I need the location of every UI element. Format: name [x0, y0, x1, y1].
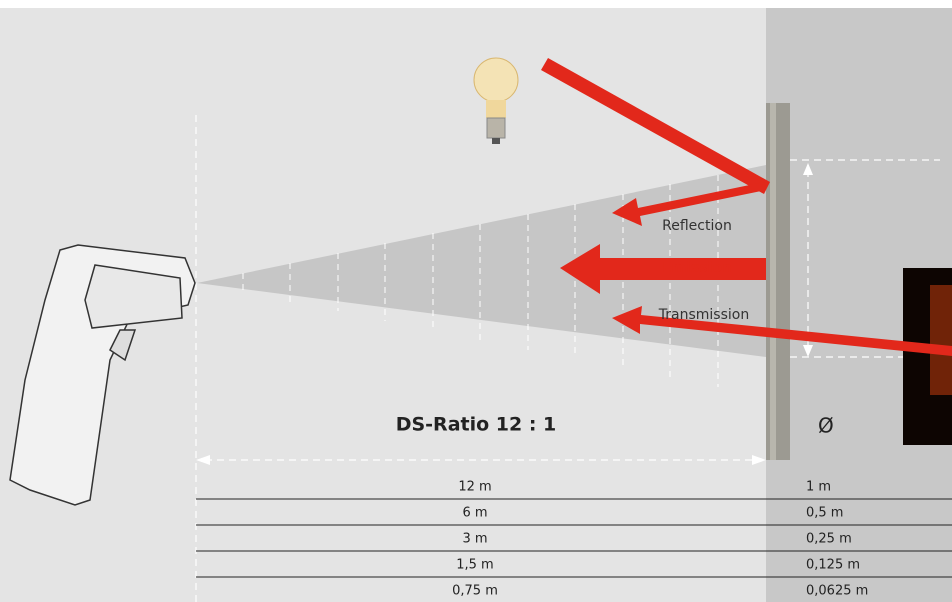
- table-cell: 1 m: [806, 480, 831, 495]
- table-cell: 1,5 m: [456, 558, 493, 573]
- hot-glow: [930, 285, 952, 395]
- wall: [766, 103, 790, 460]
- table-cell: 3 m: [462, 532, 487, 547]
- diagram: Reflection Emission Transmission DS-Rati…: [0, 0, 952, 602]
- table-cell: 0,75 m: [452, 584, 498, 599]
- reflection-label: Reflection: [662, 218, 732, 234]
- ratio-label: DS-Ratio 12 : 1: [396, 414, 557, 436]
- page: Reflection Emission Transmission DS-Rati…: [0, 0, 952, 602]
- table-cell: 0,0625 m: [806, 584, 868, 599]
- wall-highlight: [770, 103, 776, 460]
- table-cell: 6 m: [462, 506, 487, 521]
- emission-label: Emission: [662, 260, 732, 276]
- table-cell: 0,25 m: [806, 532, 852, 547]
- table-cell: 0,125 m: [806, 558, 860, 573]
- table-cell: 0,5 m: [806, 506, 843, 521]
- transmission-label: Transmission: [658, 307, 749, 323]
- table-cell: 12 m: [458, 480, 491, 495]
- diameter-label: Ø: [818, 414, 834, 438]
